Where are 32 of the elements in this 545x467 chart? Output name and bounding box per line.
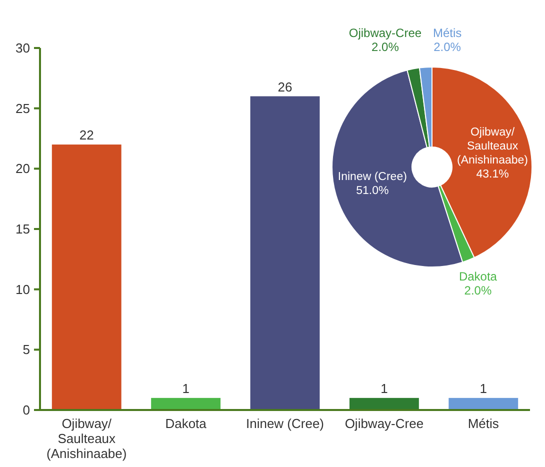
x-tick-label: Métis bbox=[468, 416, 500, 431]
y-tick-label: 20 bbox=[16, 161, 30, 176]
bar bbox=[448, 398, 518, 410]
slice-label: Métis bbox=[432, 26, 462, 40]
data-label: 51.0% bbox=[356, 185, 389, 198]
y-tick-label: 30 bbox=[16, 40, 30, 56]
data-label: 22 bbox=[79, 128, 94, 143]
data-label: 2.0% bbox=[434, 40, 462, 54]
y-tick-label: 10 bbox=[16, 282, 30, 297]
data-label: 1 bbox=[182, 380, 190, 396]
x-tick-label: Dakota bbox=[165, 416, 208, 431]
bar bbox=[250, 96, 320, 410]
bar bbox=[52, 144, 122, 410]
data-label: 1 bbox=[480, 380, 487, 396]
x-tick-label: Ojibway-Cree bbox=[344, 416, 424, 431]
data-label: 26 bbox=[278, 79, 292, 94]
slice-label: Ininew (Cree) bbox=[338, 171, 408, 184]
bar bbox=[349, 398, 419, 410]
x-tick-label: Ojibway/Saulteaux (Anishinaabe) bbox=[46, 416, 127, 461]
data-label: 1 bbox=[380, 380, 388, 396]
slice-label: Ojibway/Saulteaux (Anishinaabe) bbox=[457, 126, 528, 167]
slice-label: Dakota bbox=[458, 269, 498, 284]
y-tick-label: 15 bbox=[16, 222, 30, 237]
slice-label: Ojibway-Cree bbox=[348, 26, 422, 40]
data-label: 43.1% bbox=[476, 168, 509, 181]
y-tick-label: 0 bbox=[22, 402, 30, 418]
bar bbox=[151, 398, 221, 410]
x-tick-label: Ininew (Cree) bbox=[246, 416, 324, 431]
y-tick-label: 25 bbox=[16, 100, 30, 116]
data-label: 2.0% bbox=[464, 283, 492, 298]
data-label: 2.0% bbox=[372, 40, 400, 54]
y-tick-label: 5 bbox=[22, 342, 30, 358]
